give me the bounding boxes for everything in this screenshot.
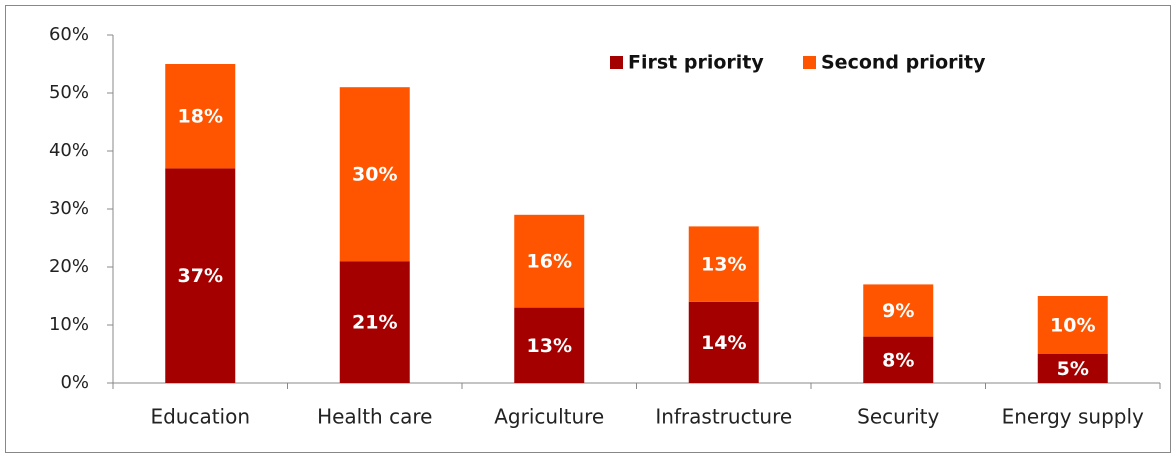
- legend-label: Second priority: [821, 52, 986, 74]
- y-tick-label: 50%: [49, 82, 89, 103]
- bar-segment: [688, 226, 759, 302]
- value-label: 14%: [701, 332, 746, 354]
- value-label: 9%: [882, 300, 914, 322]
- bar-segment: [514, 214, 585, 308]
- value-label: 13%: [701, 254, 746, 276]
- value-label: 16%: [527, 251, 572, 273]
- value-label: 30%: [352, 164, 397, 186]
- value-label: 21%: [352, 312, 397, 334]
- bar-segment: [1037, 354, 1108, 383]
- y-tick-label: 40%: [49, 140, 89, 161]
- bar-segment: [514, 307, 585, 383]
- y-tick-label: 30%: [49, 198, 89, 219]
- bar-segment: [165, 64, 236, 169]
- x-tick-label: Infrastructure: [655, 405, 792, 429]
- legend-label: First priority: [628, 52, 764, 74]
- bar-segment: [1037, 296, 1108, 354]
- bar-segment: [339, 87, 410, 262]
- bar-segment: [863, 284, 934, 337]
- x-tick-label: Education: [150, 405, 250, 429]
- x-tick-label: Agriculture: [494, 405, 604, 429]
- value-label: 18%: [178, 106, 223, 128]
- legend-swatch: [610, 56, 623, 69]
- value-label: 8%: [882, 349, 914, 371]
- x-tick-label: Security: [857, 405, 939, 429]
- bar-segment: [165, 168, 236, 383]
- x-tick-label: Energy supply: [1002, 405, 1144, 429]
- bar-segment: [688, 301, 759, 383]
- value-label: 37%: [178, 265, 223, 287]
- y-tick-label: 20%: [49, 256, 89, 277]
- value-label: 5%: [1057, 358, 1089, 380]
- bar-segment: [339, 261, 410, 383]
- legend-swatch: [803, 56, 816, 69]
- x-tick-label: Health care: [317, 405, 432, 429]
- y-tick-label: 10%: [49, 314, 89, 335]
- bar-segment: [863, 336, 934, 383]
- y-tick-label: 60%: [49, 24, 89, 45]
- y-tick-label: 0%: [60, 372, 89, 393]
- value-label: 10%: [1050, 315, 1095, 337]
- value-label: 13%: [527, 335, 572, 357]
